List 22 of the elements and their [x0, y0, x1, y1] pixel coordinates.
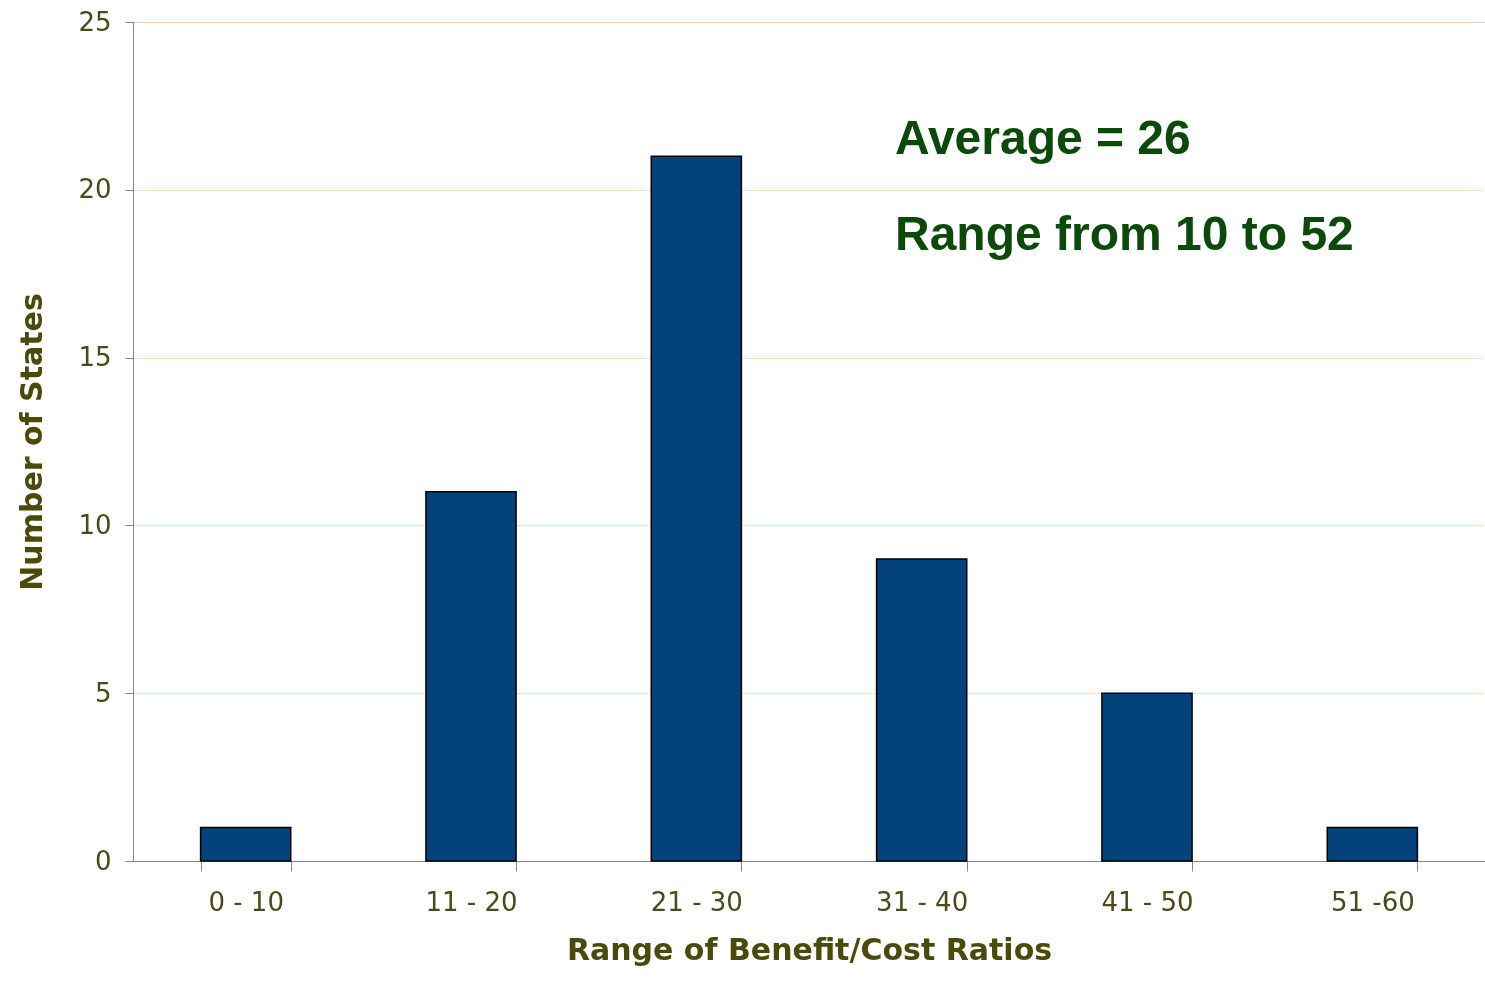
x-tick-label: 51 -60 [1330, 886, 1415, 917]
x-tick-label: 0 - 10 [208, 886, 284, 917]
y-tick-label: 15 [78, 342, 112, 373]
x-tick-label: 11 - 20 [425, 886, 518, 917]
annotation: Average = 26 [895, 111, 1191, 164]
y-tick-label: 5 [94, 677, 112, 708]
bar [1326, 826, 1419, 862]
annotation: Range from 10 to 52 [895, 207, 1354, 260]
y-axis-title: Number of States [14, 293, 50, 591]
bar [650, 155, 743, 862]
x-axis-title: Range of Benefit/Cost Ratios [566, 931, 1053, 967]
x-tick-label: 41 - 50 [1101, 886, 1194, 917]
bar [425, 491, 517, 862]
y-tick-label: 25 [78, 6, 112, 37]
x-tick-label: 21 - 30 [650, 886, 743, 917]
bar [875, 558, 968, 862]
bar [1101, 692, 1193, 862]
y-tick-label: 10 [78, 509, 112, 540]
y-tick-label: 0 [94, 845, 112, 876]
y-tick-label: 20 [78, 174, 112, 205]
bar [199, 826, 292, 862]
x-tick-label: 31 - 40 [876, 886, 969, 917]
